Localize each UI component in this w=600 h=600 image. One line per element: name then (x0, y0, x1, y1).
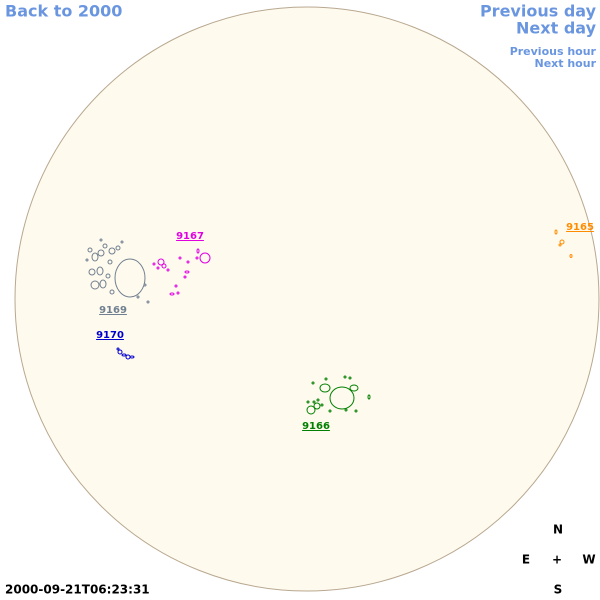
sunspot (116, 347, 120, 351)
sunspot-group (85, 238, 150, 304)
sunspot (129, 355, 135, 359)
sunspot (105, 273, 111, 279)
sunspot (354, 409, 358, 413)
previous-hour-link[interactable]: Previous hour (510, 45, 597, 58)
previous-day-link[interactable]: Previous day (480, 2, 597, 21)
sunspot (136, 295, 140, 299)
region-label: 9166 (302, 421, 330, 432)
region-label: 9165 (566, 222, 594, 233)
sunspot (320, 403, 324, 407)
sunspot (186, 260, 190, 264)
sunspot (199, 252, 211, 264)
sunspot (344, 408, 348, 412)
sunspot-group (554, 229, 573, 258)
sunspot (90, 280, 100, 290)
sunspot (108, 247, 116, 255)
sunspot (329, 386, 355, 410)
sunspot (99, 238, 103, 242)
sunspot (161, 263, 167, 269)
sunspot (311, 381, 315, 385)
sunspot (91, 252, 99, 262)
sunspot (558, 243, 562, 247)
sunspot (319, 383, 331, 393)
back-link[interactable]: Back to 2000 (5, 2, 122, 21)
sunspot (312, 400, 316, 404)
sunspot (559, 239, 565, 245)
sunspot (328, 409, 332, 413)
sunspot (143, 283, 147, 287)
next-day-link[interactable]: Next day (516, 19, 597, 38)
region-label: 9170 (96, 330, 124, 341)
sunspot (306, 405, 316, 415)
sunspot (102, 243, 108, 249)
compass-north: N (553, 523, 563, 537)
sunspot (569, 254, 573, 258)
sunspot (115, 245, 121, 251)
sunspot (114, 258, 146, 298)
sunspot (120, 240, 124, 244)
sunspot (349, 384, 359, 392)
sunspot (343, 375, 347, 379)
sunspot (109, 289, 115, 295)
next-hour-link[interactable]: Next hour (535, 57, 597, 70)
sunspot (121, 353, 127, 357)
sunspot (87, 247, 93, 253)
sunspot (313, 402, 321, 410)
sunspot (184, 270, 190, 274)
sunspot (157, 258, 165, 266)
region-label: 9169 (99, 305, 127, 316)
sunspot (146, 300, 150, 304)
compass-south: S (554, 583, 563, 597)
sunspot (99, 279, 107, 289)
sunspot (169, 292, 175, 296)
sunspot (196, 248, 200, 254)
sunspot (85, 258, 89, 262)
sunspot (316, 398, 320, 402)
sunspot (183, 275, 187, 279)
sunspot (195, 256, 199, 260)
sunspot (166, 268, 170, 272)
region-label: 9167 (176, 231, 204, 242)
sunspot (152, 262, 156, 266)
sunspot (176, 291, 180, 295)
sunspot-group (116, 347, 135, 360)
sunspot (156, 266, 160, 270)
sunspot (174, 284, 178, 288)
sunspot (88, 268, 96, 276)
compass-east: E (522, 553, 530, 567)
compass-west: W (582, 553, 595, 567)
sunspot (96, 266, 104, 276)
sunspot-group (152, 248, 211, 296)
sunspot (324, 377, 328, 381)
solar-disk (14, 6, 600, 592)
sunspot (178, 256, 182, 260)
sunspot (367, 394, 371, 400)
compass-center: + (552, 553, 562, 567)
sunspot (97, 249, 105, 257)
sunspot (117, 349, 123, 355)
sunspot (306, 400, 310, 404)
sunspot (107, 259, 113, 265)
sunspot (348, 376, 352, 380)
timestamp: 2000-09-21T06:23:31 (5, 583, 150, 597)
sunspot (554, 229, 558, 235)
sunspot-group (306, 375, 371, 415)
